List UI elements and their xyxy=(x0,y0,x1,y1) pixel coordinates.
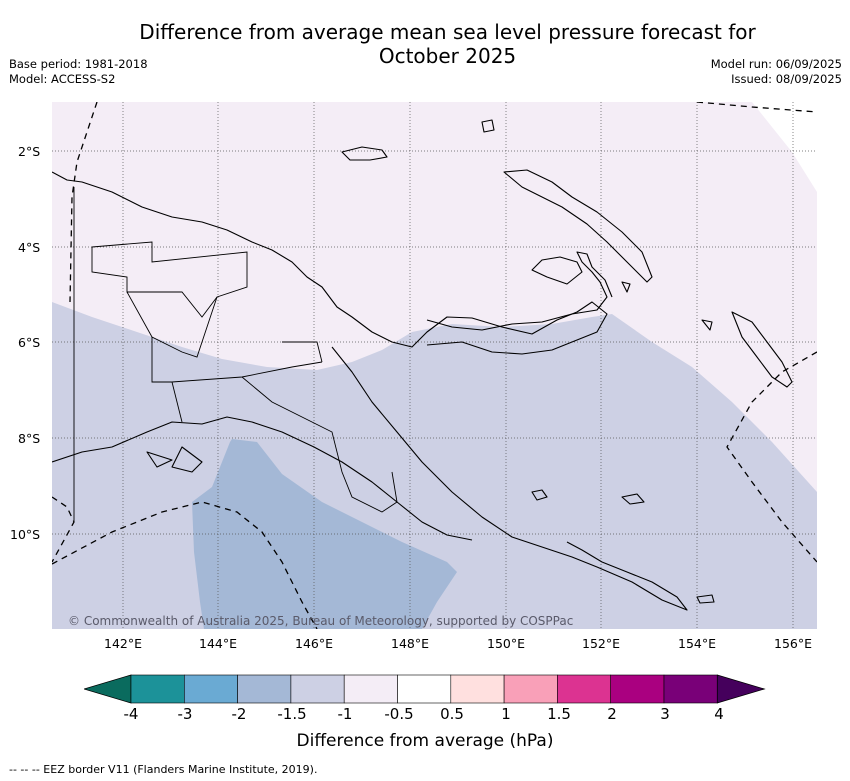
map-canvas xyxy=(51,101,818,630)
cb-label-11: 4 xyxy=(714,705,724,723)
colorbar-segment xyxy=(610,674,665,704)
colorbar-segment xyxy=(557,674,611,704)
colorbar-segment xyxy=(397,674,452,704)
small-islands xyxy=(481,119,715,604)
band-white-corner xyxy=(752,102,817,192)
new-britain xyxy=(426,251,613,331)
lat-tick-2s: 2°S xyxy=(18,144,41,159)
copyright-notice: © Commonwealth of Australia 2025, Bureau… xyxy=(68,614,574,628)
cb-label-6: 0.5 xyxy=(440,705,464,723)
cb-label-9: 2 xyxy=(607,705,617,723)
cb-label-7: 1 xyxy=(501,705,511,723)
manus-islands xyxy=(341,146,388,161)
coastlines xyxy=(51,119,793,611)
title-line-1: Difference from average mean sea level p… xyxy=(139,20,756,44)
colorbar-segment xyxy=(663,674,718,704)
cb-label-2: -2 xyxy=(231,705,247,723)
colorbar-segment xyxy=(184,674,238,704)
graticule xyxy=(52,102,817,629)
band-minus15-minus1 xyxy=(192,439,457,629)
colorbar-extend-high xyxy=(716,674,766,704)
lon-tick-150e: 150°E xyxy=(486,636,526,651)
lat-tick-4s: 4°S xyxy=(18,240,41,255)
base-period: Base period: 1981-2018 xyxy=(9,57,148,71)
cb-label-3: -1.5 xyxy=(277,705,307,723)
new-britain-2 xyxy=(531,256,583,285)
fly-river-delta xyxy=(146,446,203,473)
lon-tick-142e: 142°E xyxy=(103,636,143,651)
papuan-peninsula xyxy=(331,346,688,611)
cb-label-1: -3 xyxy=(177,705,193,723)
model-name: Model: ACCESS-S2 xyxy=(9,72,116,86)
colorbar-extend-low xyxy=(84,674,132,704)
issued-date: Issued: 08/09/2025 xyxy=(731,72,842,86)
colorbar xyxy=(84,674,766,704)
lat-tick-6s: 6°S xyxy=(18,335,41,350)
colorbar-segment xyxy=(503,674,558,704)
province-borders xyxy=(73,187,398,522)
colorbar-segment xyxy=(130,674,185,704)
new-ireland xyxy=(503,169,653,283)
bougainville xyxy=(731,311,793,388)
lon-tick-146e: 146°E xyxy=(294,636,334,651)
lon-tick-148e: 148°E xyxy=(390,636,430,651)
chart-title: Difference from average mean sea level p… xyxy=(110,20,785,68)
new-guinea-north-coast xyxy=(51,171,608,355)
meta-left: Base period: 1981-2018 Model: ACCESS-S2 xyxy=(9,57,148,87)
lon-tick-156e: 156°E xyxy=(773,636,813,651)
lon-tick-152e: 152°E xyxy=(581,636,621,651)
new-guinea-south-coast xyxy=(51,416,473,541)
cb-label-0: -4 xyxy=(123,705,139,723)
map xyxy=(51,101,818,630)
colorbar-segment xyxy=(290,674,345,704)
eez-borders xyxy=(51,101,818,630)
cb-label-10: 3 xyxy=(660,705,670,723)
cb-label-8: 1.5 xyxy=(547,705,571,723)
meta-right: Model run: 06/09/2025 Issued: 08/09/2025 xyxy=(711,57,842,87)
colorbar-segment xyxy=(237,674,292,704)
lon-tick-154e: 154°E xyxy=(677,636,717,651)
lat-tick-10s: 10°S xyxy=(10,527,41,542)
eez-legend: -- -- -- EEZ border V11 (Flanders Marine… xyxy=(9,763,318,776)
model-run: Model run: 06/09/2025 xyxy=(710,57,842,71)
cb-label-5: -0.5 xyxy=(384,705,414,723)
lat-tick-8s: 8°S xyxy=(18,431,41,446)
colorbar-segment xyxy=(450,674,505,704)
lon-tick-144e: 144°E xyxy=(198,636,238,651)
colorbar-segment xyxy=(343,674,398,704)
colorbar-title: Difference from average (hPa) xyxy=(296,731,554,751)
title-line-2: October 2025 xyxy=(378,44,517,68)
cb-label-4: -1 xyxy=(337,705,353,723)
